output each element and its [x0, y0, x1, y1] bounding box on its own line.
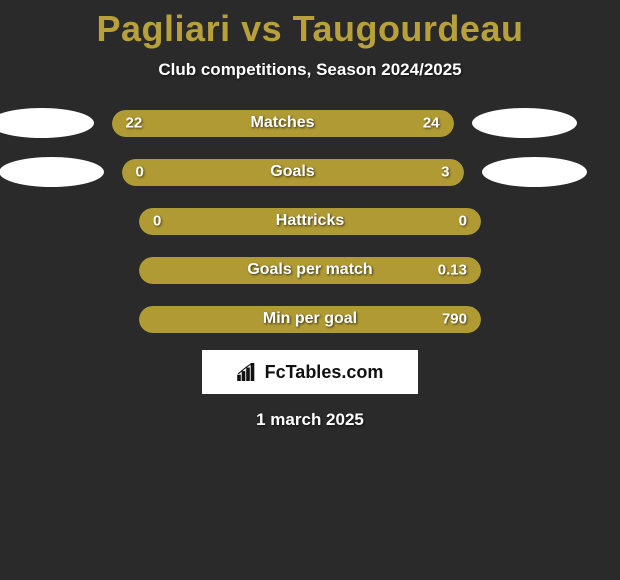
chart-bars-icon: [237, 363, 259, 381]
stat-bar: Min per goal 790: [139, 306, 481, 333]
stat-bar: 0 Hattricks 0: [139, 208, 481, 235]
stat-value-right: 0.13: [438, 262, 467, 279]
stat-bar: Goals per match 0.13: [139, 257, 481, 284]
player-ellipse-right: [482, 157, 587, 187]
stat-row: 0 Goals 3: [0, 157, 620, 187]
stat-row: 22 Matches 24: [0, 108, 620, 138]
stat-value-right: 3: [441, 164, 449, 181]
brand-text: FcTables.com: [265, 362, 384, 383]
player-ellipse-left: [0, 108, 94, 138]
stat-bar: 0 Goals 3: [122, 159, 464, 186]
stat-value-left: 0: [136, 164, 144, 181]
stat-label: Goals: [270, 163, 314, 181]
stat-label: Hattricks: [276, 212, 344, 230]
player-ellipse-left: [0, 157, 104, 187]
comparison-title: Pagliari vs Taugourdeau: [0, 0, 620, 50]
stats-container: 22 Matches 24 0 Goals 3 0 Hattricks 0 Goals per m…: [0, 108, 620, 334]
stat-label: Min per goal: [263, 310, 357, 328]
brand-box: FcTables.com: [202, 350, 418, 394]
stat-value-left: 22: [126, 115, 143, 132]
stat-bar: 22 Matches 24: [112, 110, 454, 137]
stat-value-right: 790: [442, 311, 467, 328]
stat-row: Min per goal 790: [0, 304, 620, 334]
player-ellipse-right: [472, 108, 577, 138]
stat-label: Goals per match: [247, 261, 372, 279]
stat-row: 0 Hattricks 0: [0, 206, 620, 236]
stat-value-right: 24: [423, 115, 440, 132]
comparison-date: 1 march 2025: [0, 410, 620, 430]
stat-label: Matches: [250, 114, 314, 132]
stat-value-left: 0: [153, 213, 161, 230]
stat-row: Goals per match 0.13: [0, 255, 620, 285]
comparison-subtitle: Club competitions, Season 2024/2025: [0, 60, 620, 80]
stat-value-right: 0: [459, 213, 467, 230]
